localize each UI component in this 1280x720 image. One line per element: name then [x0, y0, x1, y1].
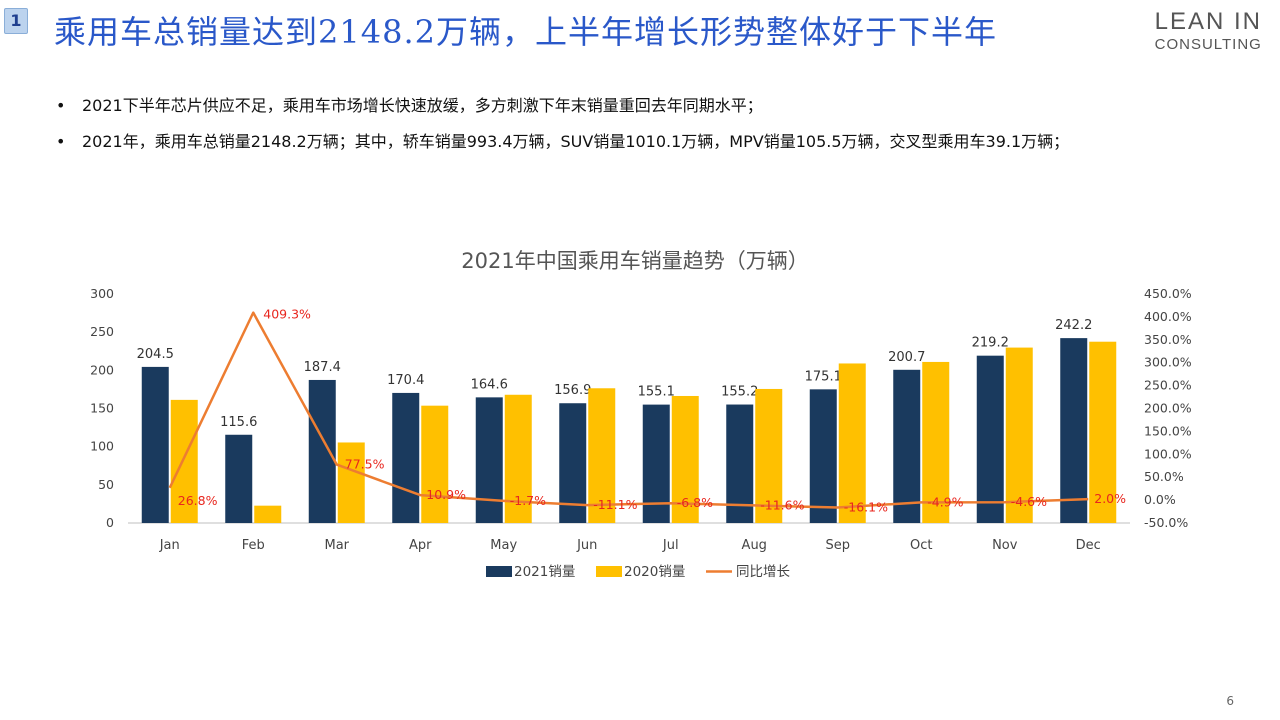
legend-label-2020: 2020销量: [624, 564, 685, 580]
bar-2021-value-label: 164.6: [471, 377, 508, 392]
bar-2020: [1005, 347, 1033, 523]
chart-title: 2021年中国乘用车销量趋势（万辆）: [461, 249, 808, 273]
bar-2021-value-label: 219.2: [972, 336, 1009, 351]
bar-2021-value-label: 242.2: [1055, 318, 1092, 333]
bar-2021: [225, 434, 253, 523]
bar-2020: [671, 395, 699, 523]
bar-2021: [392, 392, 420, 523]
bar-2021-value-label: 155.1: [638, 385, 675, 400]
left-axis-tick-label: 0: [106, 515, 114, 530]
growth-point-label: 10.9%: [426, 487, 466, 502]
x-axis-category-label: Oct: [910, 538, 932, 553]
growth-point-label: 2.0%: [1094, 491, 1126, 506]
x-axis-category-label: Sep: [825, 538, 850, 553]
x-axis-category-label: Jan: [159, 538, 180, 553]
bar-2020: [588, 388, 616, 523]
right-axis-tick-label: 350.0%: [1144, 332, 1192, 347]
bar-2020: [254, 505, 282, 523]
right-axis-tick-label: 300.0%: [1144, 355, 1192, 370]
left-axis-tick-label: 250: [90, 324, 114, 339]
logo-line-1: LEAN IN: [1154, 8, 1262, 35]
growth-point-label: 409.3%: [263, 307, 311, 322]
bar-2020: [170, 399, 198, 523]
right-axis-tick-label: 100.0%: [1144, 446, 1192, 461]
growth-point-label: -4.6%: [1011, 494, 1047, 509]
bullet-item: • 2021下半年芯片供应不足，乘用车市场增长快速放缓，多方刺激下年末销量重回去年…: [54, 88, 1254, 124]
growth-point-label: -6.8%: [677, 495, 713, 510]
logo-line-2: CONSULTING: [1154, 36, 1262, 53]
bar-2020: [755, 388, 783, 523]
bullet-dot-icon: •: [56, 96, 66, 115]
bullet-item: • 2021年，乘用车总销量2148.2万辆；其中，轿车销量993.4万辆，SUV…: [54, 124, 1254, 160]
page-number: 6: [1226, 694, 1234, 708]
growth-point-label: 26.8%: [178, 493, 218, 508]
chart-plot-area: 0 50 100 150 200 250 300 -50.0% 0.0% 50.0% 100.0% 1…: [90, 286, 1192, 580]
x-axis-category-label: Jul: [662, 538, 679, 553]
right-axis-tick-label: 400.0%: [1144, 309, 1192, 324]
bar-2021-value-label: 156.9: [554, 383, 591, 398]
left-axis-tick-label: 50: [98, 477, 114, 492]
x-axis-category-label: Feb: [242, 538, 265, 553]
x-axis-category-label: May: [490, 538, 517, 553]
bar-2021: [726, 404, 754, 523]
right-axis-tick-label: 200.0%: [1144, 401, 1192, 416]
bar-2020: [1089, 341, 1117, 523]
bar-2020: [838, 363, 866, 523]
bar-2021-value-label: 200.7: [888, 350, 925, 365]
bar-2020: [922, 361, 950, 523]
bar-2021: [1060, 338, 1088, 523]
bar-2021: [976, 355, 1004, 523]
bar-2020: [337, 442, 365, 523]
bar-2021-value-label: 115.6: [220, 415, 257, 430]
left-axis-tick-label: 150: [90, 401, 114, 416]
bar-2021: [642, 404, 670, 523]
slide-number-badge: 1: [4, 8, 28, 34]
bar-2021: [475, 397, 503, 523]
bar-2021-value-label: 204.5: [137, 347, 174, 362]
bar-2021-value-label: 170.4: [387, 373, 424, 388]
right-axis-tick-label: -50.0%: [1144, 515, 1188, 530]
bar-2021-value-label: 187.4: [304, 360, 341, 375]
x-axis-category-label: Mar: [324, 538, 349, 553]
growth-point-label: -16.1%: [844, 499, 888, 514]
left-axis-tick-label: 200: [90, 362, 114, 377]
right-axis-tick-label: 250.0%: [1144, 378, 1192, 393]
x-axis-category-label: Jun: [576, 538, 597, 553]
legend-label-2021: 2021销量: [514, 564, 575, 580]
bar-2020: [421, 405, 449, 523]
growth-line: [168, 311, 1089, 509]
sales-trend-chart: 2021年中国乘用车销量趋势（万辆） 0 50 100 150 200 250 300 -50…: [90, 249, 1192, 580]
right-axis-tick-label: 0.0%: [1144, 492, 1176, 507]
bullet-text: 2021下半年芯片供应不足，乘用车市场增长快速放缓，多方刺激下年末销量重回去年同…: [82, 96, 763, 115]
x-axis-category-label: Apr: [409, 538, 432, 553]
bullet-dot-icon: •: [56, 132, 66, 151]
right-axis-tick-label: 50.0%: [1144, 469, 1184, 484]
growth-point-label: -1.7%: [510, 493, 546, 508]
slide-title: 乘用车总销量达到2148.2万辆，上半年增长形势整体好于下半年: [54, 13, 997, 51]
x-axis-category-label: Nov: [992, 538, 1018, 553]
right-axis-tick-label: 150.0%: [1144, 423, 1192, 438]
legend-swatch-2021: [486, 566, 512, 577]
right-axis-tick-label: 450.0%: [1144, 286, 1192, 301]
company-logo: LEAN IN CONSULTING: [1155, 8, 1262, 54]
left-axis-tick-label: 100: [90, 439, 114, 454]
bullet-text: 2021年，乘用车总销量2148.2万辆；其中，轿车销量993.4万辆，SUV销…: [82, 132, 1070, 151]
bar-2021: [809, 389, 837, 523]
bullet-list: • 2021下半年芯片供应不足，乘用车市场增长快速放缓，多方刺激下年末销量重回去年…: [54, 88, 1254, 160]
bar-2021: [308, 379, 336, 523]
bar-2021-value-label: 175.1: [805, 369, 842, 384]
growth-point-label: 77.5%: [345, 457, 385, 472]
left-axis-tick-label: 300: [90, 286, 114, 301]
x-axis-category-label: Aug: [742, 538, 767, 553]
bar-2021: [893, 369, 921, 523]
growth-point-label: -4.9%: [927, 494, 963, 509]
x-axis-category-label: Dec: [1076, 538, 1101, 553]
legend-swatch-2020: [596, 566, 622, 577]
bar-2021-value-label: 155.2: [721, 385, 758, 400]
growth-point-label: -11.6%: [760, 497, 804, 512]
bar-2021: [141, 366, 169, 523]
growth-point-label: -11.1%: [593, 497, 637, 512]
legend-label-growth: 同比增长: [736, 564, 790, 580]
